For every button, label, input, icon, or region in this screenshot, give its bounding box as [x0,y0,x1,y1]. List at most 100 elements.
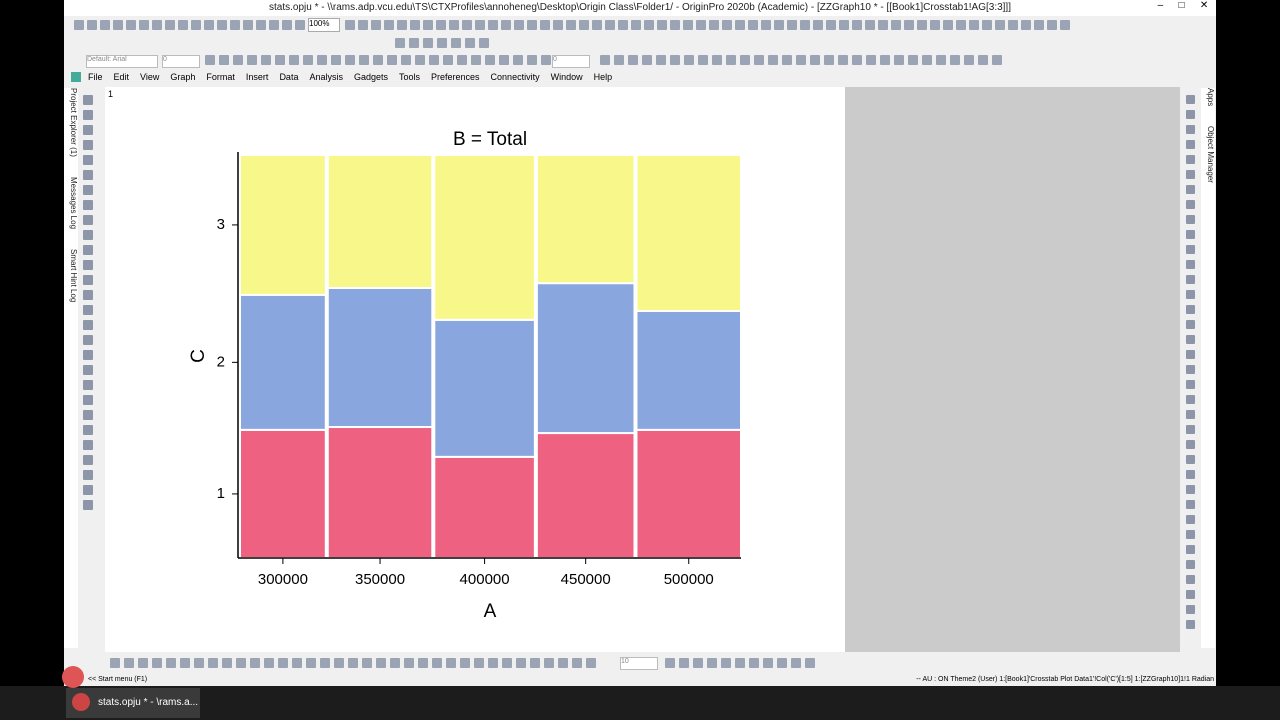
toolbar-icon[interactable] [465,38,475,48]
toolbar-icon[interactable] [261,55,271,65]
toolbar-icon[interactable] [243,20,253,30]
toolbar-icon[interactable] [922,55,932,65]
tool-icon[interactable] [83,395,93,405]
toolbar-icon[interactable] [485,55,495,65]
toolbar-icon[interactable] [437,38,447,48]
toolbar-icon[interactable] [796,55,806,65]
menu-item[interactable]: Preferences [431,72,480,82]
toolbar-icon[interactable] [726,55,736,65]
toolbar-icon[interactable] [839,20,849,30]
font-size-box[interactable]: 0 [162,55,200,68]
toolbar-icon[interactable] [320,658,330,668]
toolbar-icon[interactable] [275,55,285,65]
toolbar-icon[interactable] [631,20,641,30]
toolbar-icon[interactable] [600,55,610,65]
toolbar-icon[interactable] [471,55,481,65]
toolbar-icon[interactable] [777,658,787,668]
start-button[interactable] [62,666,84,688]
toolbar-icon[interactable] [541,55,551,65]
tool-icon[interactable] [1186,260,1195,269]
toolbar-icon[interactable] [264,658,274,668]
toolbar-icon[interactable] [768,55,778,65]
toolbar-icon[interactable] [410,20,420,30]
toolbar-icon[interactable] [390,658,400,668]
tool-icon[interactable] [83,500,93,510]
toolbar-icon[interactable] [208,658,218,668]
toolbar-icon[interactable] [74,20,84,30]
toolbar-icon[interactable] [950,55,960,65]
toolbar-icon[interactable] [306,658,316,668]
toolbar-icon[interactable] [904,20,914,30]
tool-icon[interactable] [1186,545,1195,554]
tool-icon[interactable] [1186,245,1195,254]
tool-icon[interactable] [1186,170,1195,179]
toolbar-icon[interactable] [865,20,875,30]
toolbar-icon[interactable] [460,658,470,668]
toolbar-icon[interactable] [749,658,759,668]
toolbar-icon[interactable] [880,55,890,65]
toolbar-icon[interactable] [644,20,654,30]
toolbar-icon[interactable] [791,658,801,668]
toolbar-icon[interactable] [558,658,568,668]
toolbar-icon[interactable] [348,658,358,668]
toolbar-icon[interactable] [740,55,750,65]
tool-icon[interactable] [1186,155,1195,164]
toolbar-icon[interactable] [418,658,428,668]
tool-icon[interactable] [1186,290,1195,299]
font-box[interactable]: Default: Arial [86,55,158,68]
toolbar-icon[interactable] [1034,20,1044,30]
tool-icon[interactable] [1186,335,1195,344]
tool-icon[interactable] [1186,605,1195,614]
toolbar-icon[interactable] [449,20,459,30]
toolbar-icon[interactable] [180,658,190,668]
tool-icon[interactable] [1186,530,1195,539]
tool-icon[interactable] [83,455,93,465]
toolbar-icon[interactable] [87,20,97,30]
menu-item[interactable]: Tools [399,72,421,82]
toolbar-icon[interactable] [592,20,602,30]
toolbar-icon[interactable] [956,20,966,30]
toolbar-icon[interactable] [754,55,764,65]
toolbar-icon[interactable] [852,55,862,65]
toolbar-icon[interactable] [219,55,229,65]
tool-icon[interactable] [1186,320,1195,329]
side-tab[interactable]: Smart Hint Log [69,248,78,303]
toolbar-icon[interactable] [457,55,467,65]
tool-icon[interactable] [83,200,93,210]
toolbar-icon[interactable] [230,20,240,30]
tool-icon[interactable] [1186,620,1195,629]
toolbar-icon[interactable] [479,38,489,48]
toolbar-icon[interactable] [787,20,797,30]
toolbar-icon[interactable] [579,20,589,30]
toolbar-icon[interactable] [774,20,784,30]
toolbar-icon[interactable] [443,55,453,65]
toolbar-icon[interactable] [345,55,355,65]
tool-icon[interactable] [1186,440,1195,449]
toolbar-icon[interactable] [331,55,341,65]
toolbar-icon[interactable] [826,20,836,30]
toolbar-icon[interactable] [917,20,927,30]
toolbar-icon[interactable] [359,55,369,65]
toolbar-icon[interactable] [614,55,624,65]
toolbar-icon[interactable] [475,20,485,30]
toolbar-icon[interactable] [838,55,848,65]
toolbar-icon[interactable] [665,658,675,668]
toolbar-icon[interactable] [334,658,344,668]
tool-icon[interactable] [1186,230,1195,239]
toolbar-icon[interactable] [387,55,397,65]
toolbar-icon[interactable] [712,55,722,65]
tool-icon[interactable] [83,230,93,240]
toolbar-icon[interactable] [404,658,414,668]
tool-icon[interactable] [83,320,93,330]
tool-icon[interactable] [1186,590,1195,599]
bottom-size-box[interactable]: 10 [620,657,658,670]
toolbar-icon[interactable] [824,55,834,65]
toolbar-icon[interactable] [527,55,537,65]
toolbar-icon[interactable] [982,20,992,30]
toolbar-icon[interactable] [100,20,110,30]
toolbar-icon[interactable] [514,20,524,30]
menu-item[interactable]: Insert [245,72,269,82]
menu-item[interactable]: Help [593,72,613,82]
tool-icon[interactable] [83,380,93,390]
toolbar-icon[interactable] [642,55,652,65]
